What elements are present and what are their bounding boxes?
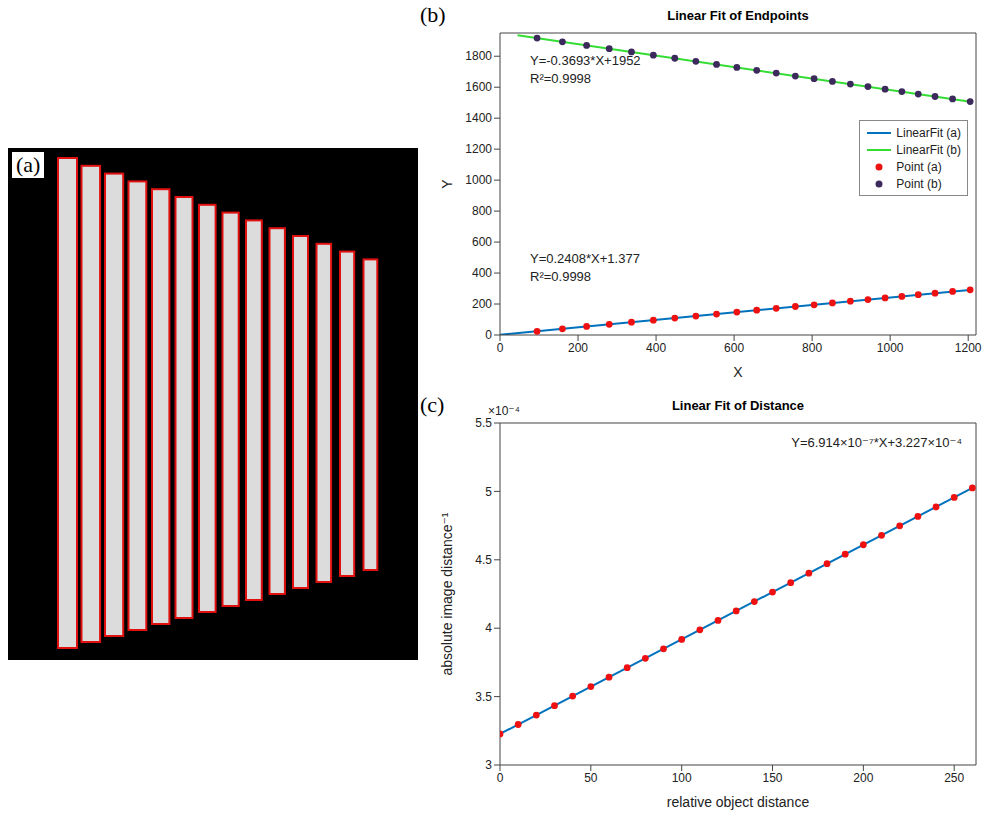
html-text:Y=0.2408*X+1.377: Y=0.2408*X+1.377 <box>530 251 640 266</box>
html-text:LinearFit (a): LinearFit (a) <box>896 125 961 140</box>
svg-text:absolute image distance⁻¹: absolute image distance⁻¹ <box>439 512 455 675</box>
svg-text:4.5: 4.5 <box>475 553 492 567</box>
svg-text:250: 250 <box>944 771 964 785</box>
html-text:Point (a): Point (a) <box>896 159 942 174</box>
svg-text:0: 0 <box>485 328 492 342</box>
svg-text:5.5: 5.5 <box>475 416 492 430</box>
svg-text:200: 200 <box>568 341 588 355</box>
svg-text:200: 200 <box>472 297 492 311</box>
svg-text:200: 200 <box>853 771 873 785</box>
svg-text:1000: 1000 <box>877 341 904 355</box>
svg-text:3.5: 3.5 <box>475 690 492 704</box>
svg-text:800: 800 <box>472 204 492 218</box>
html-text:Y=-0.3693*X+1952: Y=-0.3693*X+1952 <box>530 53 641 68</box>
svg-text:3: 3 <box>485 758 492 772</box>
svg-text:Y: Y <box>439 179 455 189</box>
svg-text:0: 0 <box>497 771 504 785</box>
svg-text:1800: 1800 <box>465 49 492 63</box>
html-text:R²=0.9998: R²=0.9998 <box>530 269 592 284</box>
html-text:R²=0.9998: R²=0.9998 <box>530 71 592 86</box>
svg-text:400: 400 <box>472 266 492 280</box>
html-text:(a): (a) <box>16 152 41 177</box>
html-text:Linear Fit of Endpoints: Linear Fit of Endpoints <box>667 8 809 23</box>
svg-text:600: 600 <box>724 341 744 355</box>
svg-text:1600: 1600 <box>465 80 492 94</box>
svg-text:800: 800 <box>802 341 822 355</box>
svg-text:400: 400 <box>646 341 666 355</box>
svg-text:1400: 1400 <box>465 111 492 125</box>
svg-text:relative object distance: relative object distance <box>667 794 810 810</box>
svg-text:1200: 1200 <box>465 142 492 156</box>
html-text:Y=6.914×10⁻⁷*X+3.227×10⁻⁴: Y=6.914×10⁻⁷*X+3.227×10⁻⁴ <box>791 435 962 450</box>
html-text:Linear Fit of Distance: Linear Fit of Distance <box>671 398 805 413</box>
svg-text:X: X <box>733 364 743 380</box>
svg-text:4: 4 <box>485 621 492 635</box>
svg-text:50: 50 <box>584 771 598 785</box>
html-text:×10⁻⁴: ×10⁻⁴ <box>488 404 520 418</box>
svg-text:1200: 1200 <box>955 341 982 355</box>
svg-text:150: 150 <box>763 771 783 785</box>
svg-text:0: 0 <box>497 341 504 355</box>
svg-text:1000: 1000 <box>465 173 492 187</box>
svg-text:100: 100 <box>672 771 692 785</box>
svg-text:600: 600 <box>472 235 492 249</box>
html-text:Point (b): Point (b) <box>896 176 942 191</box>
html-text:(c): (c) <box>420 392 445 417</box>
html-text:LinearFit (b): LinearFit (b) <box>896 142 961 157</box>
svg-text:5: 5 <box>485 485 492 499</box>
html-text:(b): (b) <box>420 2 446 27</box>
